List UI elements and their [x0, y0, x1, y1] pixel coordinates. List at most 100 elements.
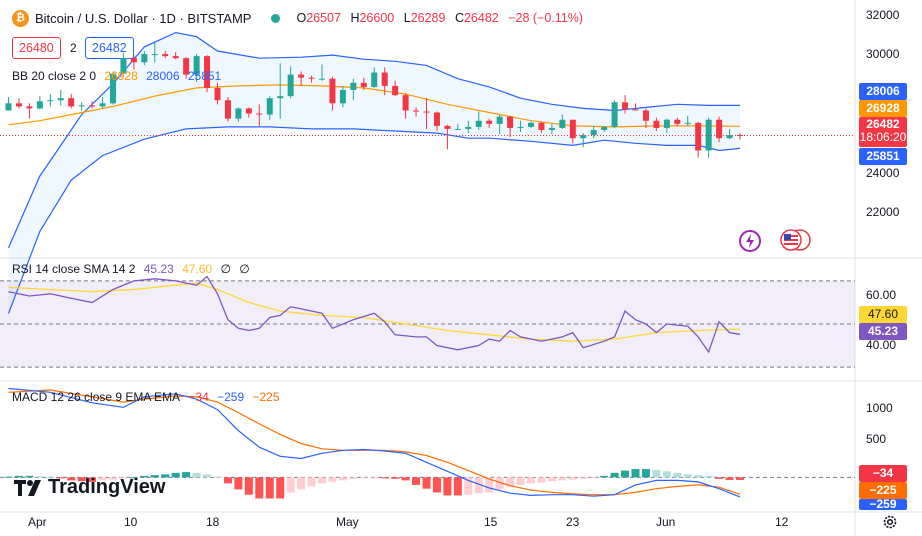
macd-histogram-bar [736, 477, 744, 480]
macd-histogram-bar [234, 477, 243, 490]
macd-histogram-bar [265, 477, 274, 499]
rsi-value: 45.23 [143, 262, 174, 276]
macd-histogram-bar [307, 477, 316, 487]
macd-histogram-bar [297, 477, 306, 490]
macd-histogram-bar [474, 477, 483, 494]
macd-histogram-bar [558, 477, 567, 481]
low-label: L [403, 11, 411, 25]
macd-histogram-bar [182, 472, 191, 478]
macd-histogram-bar [14, 475, 23, 478]
candle-body [413, 110, 420, 112]
rsi-tag: 45.23 [859, 323, 907, 340]
macd-legend[interactable]: MACD 12 26 close 9 EMA EMA −34 −259 −225 [12, 390, 285, 404]
tradingview-logo-icon [14, 479, 41, 496]
last-price-value: 26482 [866, 117, 900, 131]
tradingview-wordmark: TradingView [48, 476, 166, 498]
low-value: 26289 [410, 11, 446, 25]
macd-histogram-bar [516, 477, 525, 485]
candle-body [726, 135, 733, 139]
macd-histogram-bar [98, 477, 107, 481]
macd-line-value: −259 [217, 390, 245, 404]
candle-body [78, 105, 85, 107]
rsi-tick: 60.00 [866, 288, 897, 302]
candle-body [329, 78, 336, 104]
candle-body [496, 116, 503, 124]
candle-body [674, 119, 681, 124]
high-value: 26600 [359, 11, 395, 25]
candle-body [590, 129, 597, 136]
macd-hist-value: −34 [188, 390, 209, 404]
candle-body [569, 119, 576, 139]
macd-histogram-bar [412, 477, 421, 485]
macd-histogram-bar [349, 477, 358, 479]
candle-body [266, 98, 273, 115]
candle-body [319, 78, 325, 80]
bb-legend[interactable]: BB 20 close 2 0 26928 28006 25851 [12, 69, 226, 83]
price-tick: 24000 [866, 166, 900, 180]
candle-body [371, 72, 378, 87]
bb-basis-value: 26928 [104, 69, 138, 83]
macd-hist-tag: −34 [859, 465, 907, 482]
macd-histogram-bar [537, 477, 546, 483]
bb-lower-tag: 25851 [859, 148, 907, 165]
candle-body [737, 134, 743, 136]
lightning-icon[interactable] [738, 229, 762, 253]
candle-body [256, 113, 263, 115]
macd-histogram-bar [223, 477, 232, 484]
candle-body [36, 101, 43, 109]
macd-histogram-bar [161, 474, 170, 478]
macd-histogram-bar [244, 477, 253, 495]
candle-body [559, 119, 566, 128]
macd-histogram-bar [25, 475, 34, 478]
bb-upper-value: 28006 [146, 69, 180, 83]
macd-histogram-bar [610, 472, 619, 478]
macd-histogram-bar [171, 472, 180, 478]
rsi-sma-tag: 47.60 [859, 306, 907, 323]
macd-histogram-bar [203, 474, 212, 478]
tradingview-logo[interactable]: TradingView [14, 476, 165, 499]
sell-price-button[interactable]: 26480 [12, 37, 61, 59]
candle-body [110, 73, 116, 104]
macd-histogram-bar [589, 477, 598, 479]
candle-body [548, 127, 555, 130]
macd-histogram-bar [109, 477, 117, 480]
bb-band-fill [8, 32, 740, 314]
macd-histogram-bar [506, 477, 515, 488]
high-label: H [350, 11, 360, 25]
symbol-title[interactable]: Bitcoin / U.S. Dollar · 1D · BITSTAMP [35, 10, 252, 26]
macd-histogram-bar [56, 477, 65, 479]
macd-histogram-bar [46, 477, 55, 479]
macd-histogram-bar [35, 476, 44, 478]
x-tick: May [336, 515, 359, 529]
us-flag-icon[interactable] [780, 229, 814, 251]
macd-histogram-bar [391, 477, 400, 479]
spread-value: 2 [70, 41, 77, 55]
rsi-tick: 40.00 [866, 338, 897, 352]
candle-body [663, 119, 670, 128]
candle-body [486, 120, 493, 124]
price-tick: 30000 [866, 47, 900, 61]
price-tick: 32000 [866, 8, 900, 22]
macd-histogram-bar [129, 477, 138, 479]
rsi-sma-value: 47.60 [182, 262, 213, 276]
candle-body [214, 87, 221, 101]
rsi-legend[interactable]: RSI 14 close SMA 14 2 45.23 47.60 ∅ ∅ [12, 262, 255, 276]
x-tick: 18 [206, 515, 220, 529]
candle-body [235, 108, 242, 119]
candle-body [15, 103, 22, 107]
candle-body [183, 58, 190, 75]
macd-line [8, 387, 741, 498]
candle-body [224, 100, 231, 119]
gear-icon[interactable] [882, 514, 898, 530]
candle-body [517, 126, 524, 128]
close-value: 26482 [463, 11, 499, 25]
candle-body [433, 112, 440, 126]
macd-signal-tag: −225 [859, 482, 907, 499]
buy-price-button[interactable]: 26482 [85, 37, 134, 59]
rsi-extra-2: ∅ [239, 262, 250, 276]
rsi-line [8, 275, 741, 354]
open-label: O [296, 11, 307, 25]
market-open-dot-icon [271, 13, 281, 23]
candle-body [642, 110, 649, 121]
